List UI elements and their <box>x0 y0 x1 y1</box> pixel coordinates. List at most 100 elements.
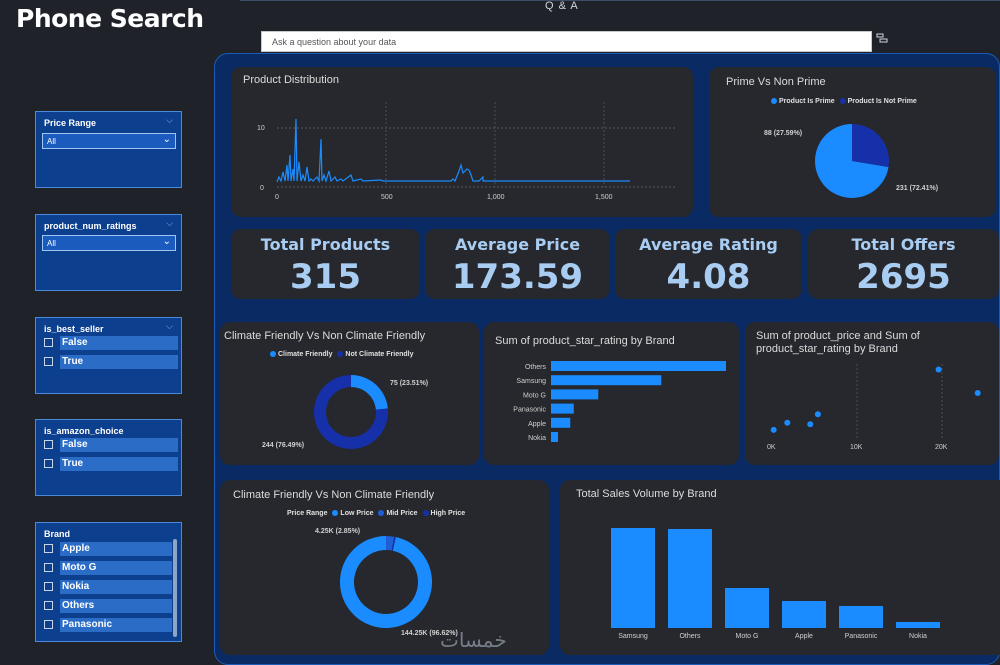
distribution-line <box>276 118 630 184</box>
panel-title: Sum of product_star_rating by Brand <box>495 335 675 347</box>
top-divider <box>240 0 1000 1</box>
y-tick-label: 10 <box>257 125 265 132</box>
slicer-title: is_amazon_choice <box>44 426 124 436</box>
scrollbar[interactable] <box>173 539 177 637</box>
star-rating-bar-chart: Others Samsung Moto G Panasonic Apple Nokia <box>513 361 726 442</box>
product-distribution-chart: 10 0 0 500 1,000 1,500 <box>257 102 677 201</box>
kpi-label: Total Products <box>260 235 391 254</box>
bar[interactable] <box>896 622 940 628</box>
slice-label: 88 (27.59%) <box>764 130 802 137</box>
scatter-point[interactable] <box>784 419 791 426</box>
option-label: Apple <box>60 542 172 556</box>
kpi-value: 2695 <box>856 257 951 297</box>
chevron-down-icon[interactable]: ⌵ <box>166 115 173 125</box>
bar[interactable] <box>551 361 726 371</box>
option-label: Panasonic <box>60 618 172 632</box>
x-tick-label: 1,000 <box>487 194 505 201</box>
price-range-donut-chart: 4.25K (2.85%) 144.25K (96.62%) <box>315 528 458 637</box>
category-label: Panasonic <box>513 407 546 414</box>
qa-settings-icon[interactable] <box>876 33 888 45</box>
star-rating-panel: Sum of product_star_rating by Brand Othe… <box>484 322 739 465</box>
prime-pie-chart: 88 (27.59%) 231 (72.41%) <box>764 124 938 198</box>
chart-legend: Product Is Prime Product Is Not Prime <box>771 98 917 105</box>
checkbox[interactable] <box>44 440 53 449</box>
option-label: True <box>60 355 178 369</box>
bar[interactable] <box>551 432 558 442</box>
x-tick-label: 0 <box>275 194 279 201</box>
bar[interactable] <box>725 588 769 628</box>
legend-label: Mid Price <box>386 510 418 517</box>
qa-search-input[interactable]: Ask a question about your data <box>261 31 872 52</box>
pie-slice[interactable] <box>340 536 432 628</box>
legend-dot <box>332 510 339 517</box>
category-label: Moto G <box>523 392 546 399</box>
scatter-point[interactable] <box>770 426 777 433</box>
checkbox[interactable] <box>44 601 53 610</box>
legend-dot <box>378 510 385 517</box>
prime-panel: Prime Vs Non Prime Product Is Prime Prod… <box>709 67 996 217</box>
kpi-label: Total Offers <box>851 235 956 254</box>
scatter-point[interactable] <box>814 411 821 418</box>
sales-volume-panel: Total Sales Volume by Brand Samsung Other… <box>560 480 1000 655</box>
scatter-point[interactable] <box>935 366 942 373</box>
pie-slice[interactable] <box>852 124 889 167</box>
x-tick-label: 1,500 <box>595 194 613 201</box>
checkbox[interactable] <box>44 544 53 553</box>
legend-label: Not Climate Friendly <box>345 351 414 358</box>
bar[interactable] <box>839 606 883 628</box>
price-range-dropdown[interactable]: All ⌄ <box>42 133 176 149</box>
panel-title: Prime Vs Non Prime <box>726 76 826 88</box>
slicer-amazon-choice: is_amazon_choice False True <box>35 419 182 496</box>
category-label: Others <box>525 364 547 371</box>
pie-slice[interactable] <box>391 536 396 551</box>
legend-label: Climate Friendly <box>278 351 333 358</box>
option-label: True <box>60 457 178 471</box>
checkbox[interactable] <box>44 563 53 572</box>
pie-slice[interactable] <box>815 124 889 198</box>
legend-title: Price Range <box>287 510 328 517</box>
legend-dot <box>270 351 276 358</box>
bar[interactable] <box>611 528 655 628</box>
slice-label: 75 (23.51%) <box>390 380 428 387</box>
kpi-label: Average Price <box>454 235 581 254</box>
legend-label: High Price <box>430 510 466 517</box>
category-label: Others <box>679 633 701 640</box>
pie-slice[interactable] <box>386 536 395 551</box>
bar[interactable] <box>551 375 662 386</box>
panel-title: Sum of product_price and Sum of product_… <box>756 330 920 355</box>
bar[interactable] <box>668 529 712 628</box>
slicer-best-seller: is_best_seller ⌵ False True <box>35 317 182 394</box>
checkbox[interactable] <box>44 459 53 468</box>
option-label: Nokia <box>60 580 172 594</box>
x-tick-label: 20K <box>935 444 948 451</box>
slicer-title: Brand <box>44 529 71 539</box>
num-ratings-dropdown[interactable]: All ⌄ <box>42 235 176 251</box>
bar[interactable] <box>551 389 599 400</box>
kpi-label: Average Rating <box>639 235 778 254</box>
y-tick-label: 0 <box>260 185 264 192</box>
price-rating-scatter-chart: 0K 10K 20K <box>767 364 981 451</box>
bar[interactable] <box>551 403 574 414</box>
pie-slice[interactable] <box>314 375 388 449</box>
kpi-average-rating: Average Rating 4.08 <box>615 229 802 299</box>
bar[interactable] <box>551 417 571 428</box>
pie-slice[interactable] <box>351 375 388 410</box>
checkbox[interactable] <box>44 357 53 366</box>
panel-title: Total Sales Volume by Brand <box>576 488 717 500</box>
chevron-down-icon[interactable]: ⌵ <box>166 218 173 228</box>
x-tick-label: 500 <box>381 194 393 201</box>
scatter-point[interactable] <box>807 421 814 428</box>
chevron-down-icon[interactable]: ⌵ <box>166 321 173 331</box>
checkbox[interactable] <box>44 338 53 347</box>
option-label: Moto G <box>60 561 172 575</box>
bar[interactable] <box>782 601 826 628</box>
slice-label: 244 (76.49%) <box>262 442 304 449</box>
kpi-value: 315 <box>290 257 361 297</box>
price-range-panel: Climate Friendly Vs Non Climate Friendly… <box>220 480 549 655</box>
slice-label: 4.25K (2.85%) <box>315 528 360 535</box>
checkbox[interactable] <box>44 582 53 591</box>
checkbox[interactable] <box>44 620 53 629</box>
climate-donut-chart: 75 (23.51%) 244 (76.49%) <box>262 375 428 449</box>
scatter-point[interactable] <box>974 389 981 396</box>
kpi-total-products: Total Products 315 <box>231 229 420 299</box>
